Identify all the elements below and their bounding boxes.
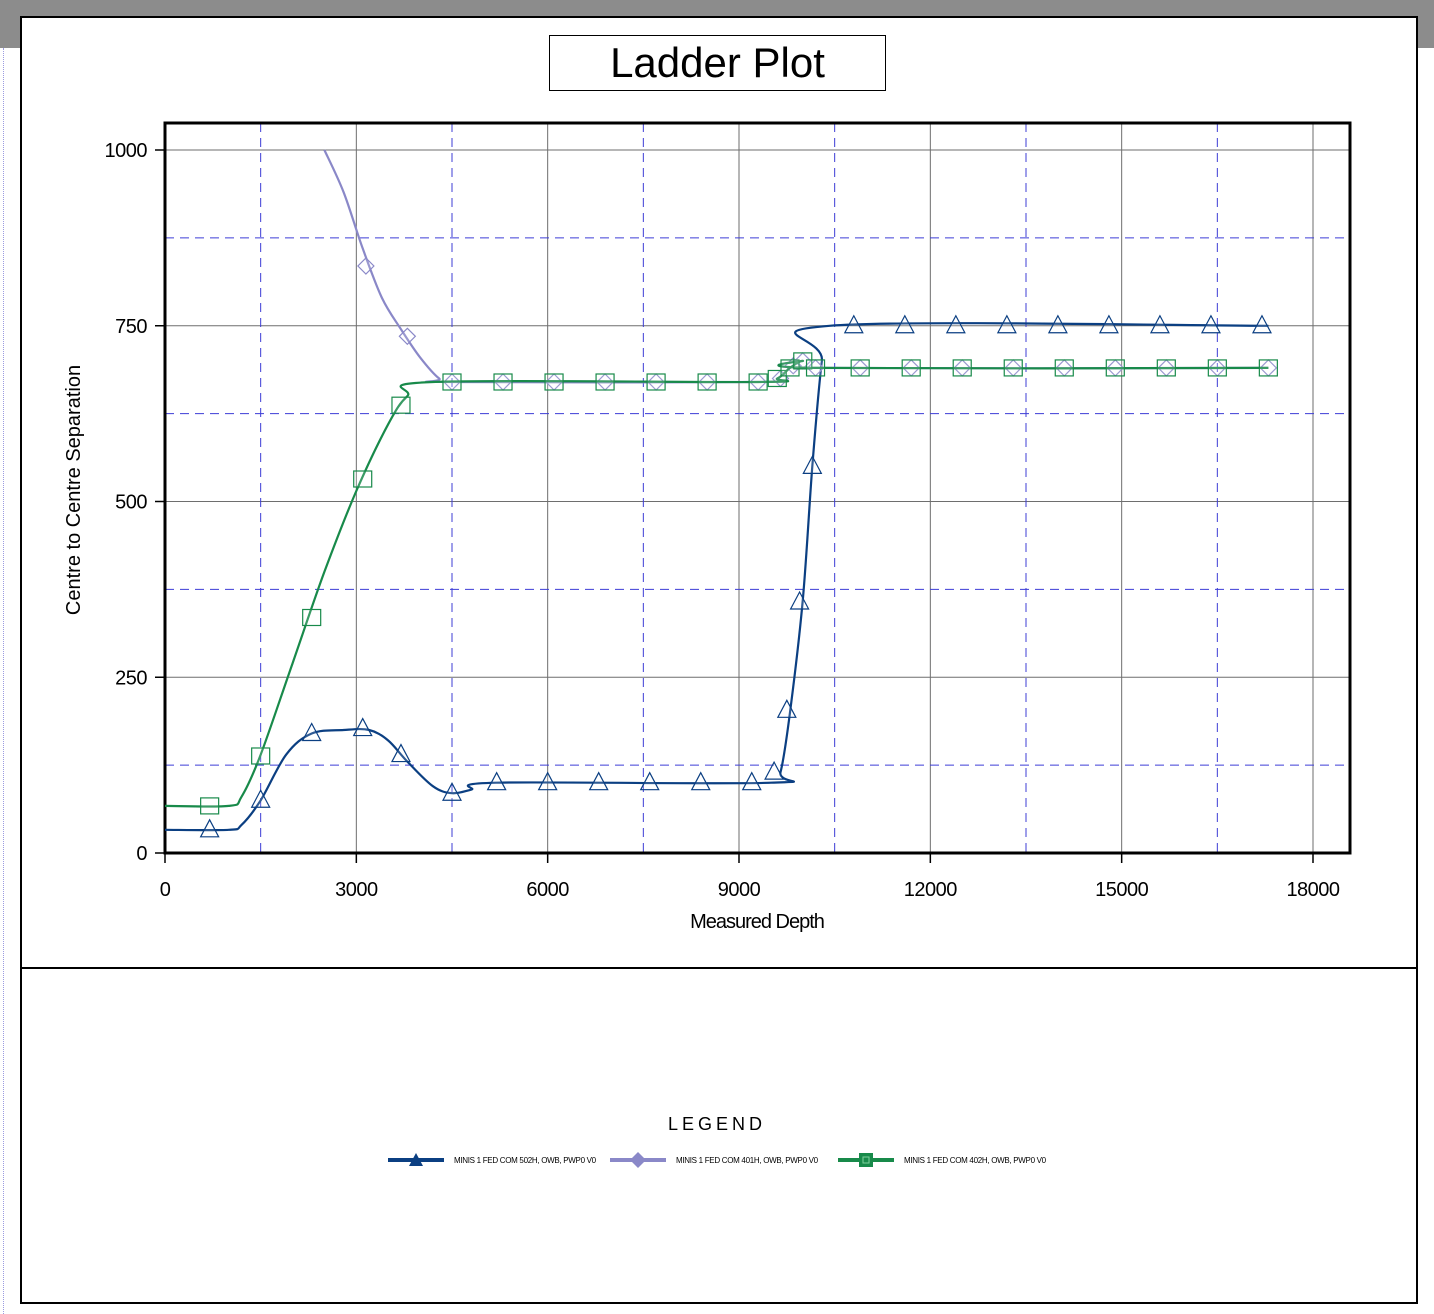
data-point-square: [251, 747, 271, 765]
data-point-triangle: [690, 771, 711, 791]
data-point-square: [748, 373, 768, 391]
series-502h: [164, 314, 1272, 838]
x-tick-label: 0: [160, 879, 171, 901]
data-point-triangle: [1149, 314, 1170, 334]
data-point-triangle: [789, 590, 810, 610]
data-point-triangle: [442, 781, 462, 801]
data-point-triangle: [1200, 314, 1221, 334]
data-point-triangle: [741, 771, 762, 791]
legend-swatch-diamond-icon: [610, 1152, 666, 1168]
y-tick-label: 1000: [105, 140, 148, 162]
data-point-square: [391, 396, 411, 414]
legend-swatch-square-icon: [838, 1153, 894, 1167]
legend-title: LEGEND: [667, 1114, 767, 1134]
data-point-triangle: [250, 788, 271, 808]
data-point-triangle: [352, 717, 373, 737]
data-point-square: [952, 359, 972, 377]
legend-divider: [20, 967, 1418, 969]
data-point-square: [353, 470, 373, 488]
data-point-square: [780, 359, 800, 377]
series-line-402h: [164, 359, 1269, 808]
data-point-square: [302, 608, 322, 627]
data-point-triangle: [843, 314, 864, 334]
y-tick-label: 500: [115, 492, 147, 514]
grid: [165, 123, 1350, 853]
page-frame: [20, 16, 1418, 1304]
data-point-square: [850, 359, 870, 377]
chart-title: Ladder Plot: [549, 35, 886, 91]
data-point-square: [697, 373, 717, 391]
data-point-triangle: [802, 455, 823, 474]
data-point-triangle: [894, 314, 915, 334]
x-tick-label: 3000: [335, 879, 378, 901]
data-point-square: [1258, 359, 1278, 377]
data-point-square: [1156, 359, 1176, 377]
data-point-triangle: [537, 771, 558, 791]
ladder-plot-chart: 0 3000 6000 9000 12000 15000 18000 0 250 500 750 10…: [63, 121, 1352, 933]
data-point-triangle: [996, 314, 1017, 334]
data-point-triangle: [764, 760, 785, 780]
legend-label: MINIS 1 FED COM 502H, OWB, PWP0 V0: [454, 1155, 596, 1165]
series-line-401h: [323, 149, 1269, 384]
y-tick-label: 250: [115, 667, 147, 689]
y-axis-label: Centre to Centre Separation: [63, 365, 85, 615]
legend-item-502h: MINIS 1 FED COM 502H, OWB, PWP0 V0: [388, 1152, 596, 1168]
x-axis-label: Measured Depth: [690, 911, 824, 933]
data-point-triangle: [945, 314, 966, 334]
left-edge: [0, 48, 4, 1314]
axes: 0 3000 6000 9000 12000 15000 18000 0 250 500 750 10…: [105, 121, 1352, 901]
x-tick-label: 18000: [1286, 879, 1339, 901]
data-point-square: [1054, 359, 1074, 377]
plot-frame: [163, 121, 1352, 855]
x-tick-label: 6000: [526, 879, 569, 901]
data-point-square: [1207, 359, 1227, 377]
legend-swatch-triangle-icon: [388, 1153, 444, 1166]
data-point-diamond: [398, 327, 417, 346]
data-point-square: [442, 373, 462, 391]
series: [164, 149, 1278, 838]
data-point-square: [200, 797, 220, 815]
data-point-triangle: [390, 743, 411, 763]
data-point-square: [544, 373, 564, 391]
data-point-triangle: [639, 771, 660, 791]
data-point-square: [595, 373, 615, 391]
data-point-square: [793, 352, 813, 370]
data-point-square: [646, 373, 666, 391]
data-point-triangle: [1098, 314, 1119, 334]
x-tick-label: 9000: [718, 879, 761, 901]
data-point-triangle: [776, 699, 797, 718]
x-tick-label: 12000: [904, 879, 957, 901]
series-line-502h: [164, 322, 1269, 832]
data-point-triangle: [199, 818, 220, 838]
data-point-triangle: [1047, 314, 1068, 334]
data-point-square: [767, 369, 787, 388]
data-point-square: [805, 359, 826, 377]
data-point-square: [1105, 359, 1125, 377]
data-point-triangle: [301, 722, 322, 742]
y-tick-label: 750: [115, 316, 147, 338]
data-point-square: [493, 373, 513, 391]
data-point-square: [1003, 359, 1023, 377]
y-tick-label: 0: [136, 843, 147, 865]
data-point-triangle: [1251, 314, 1272, 334]
data-point-square: [901, 359, 921, 377]
legend-item-402h: MINIS 1 FED COM 402H, OWB, PWP0 V0: [838, 1152, 1046, 1168]
legend-label: MINIS 1 FED COM 402H, OWB, PWP0 V0: [904, 1155, 1046, 1165]
data-point-diamond: [357, 257, 375, 275]
x-tick-label: 15000: [1095, 879, 1148, 901]
data-point-triangle: [486, 771, 507, 791]
legend-item-401h: MINIS 1 FED COM 401H, OWB, PWP0 V0: [610, 1152, 818, 1168]
series-402h: [164, 352, 1278, 815]
data-point-triangle: [588, 771, 609, 791]
legend-label: MINIS 1 FED COM 401H, OWB, PWP0 V0: [676, 1155, 818, 1165]
